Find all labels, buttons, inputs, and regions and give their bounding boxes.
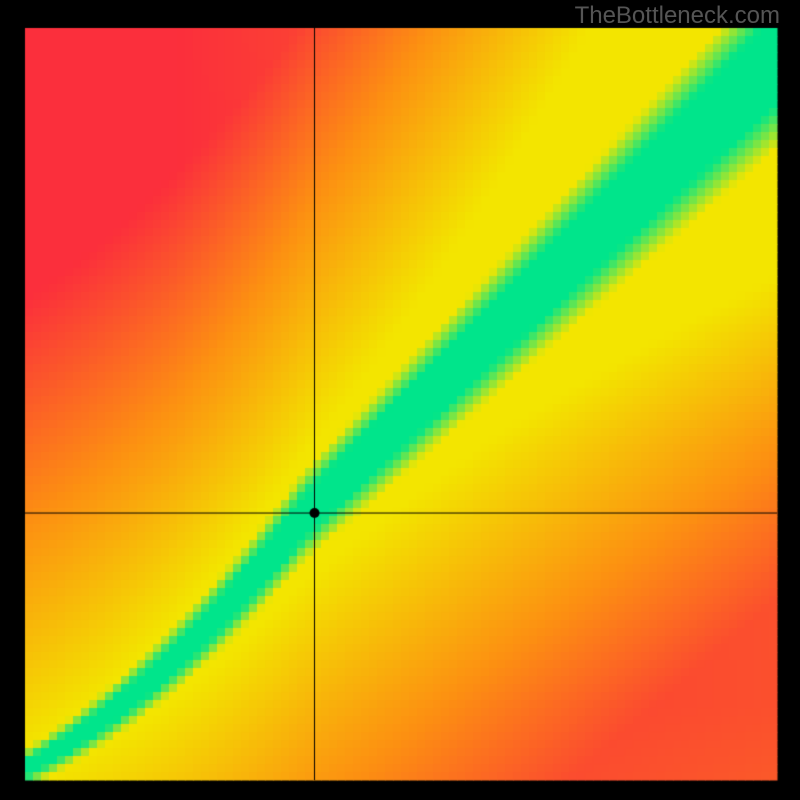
chart-container: { "canvas": { "width": 800, "height": 80… (0, 0, 800, 800)
watermark-text: TheBottleneck.com (575, 2, 780, 30)
heatmap-canvas (0, 0, 800, 800)
